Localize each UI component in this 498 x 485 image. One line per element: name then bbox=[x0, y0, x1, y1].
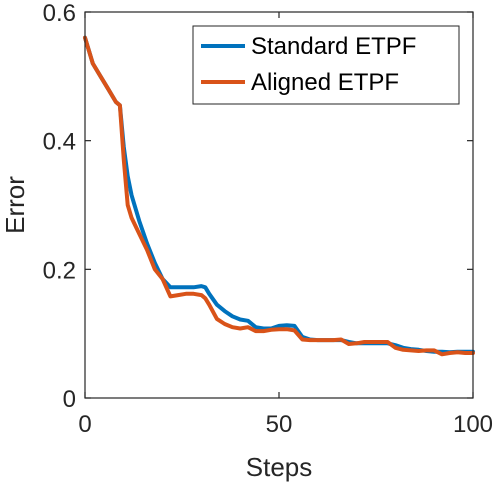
x-tick-label: 50 bbox=[266, 411, 293, 438]
x-axis-ticks: 0 50 100 bbox=[78, 12, 493, 438]
legend-box bbox=[192, 25, 460, 105]
plot-lines bbox=[83, 35, 475, 357]
y-tick-label: 0.6 bbox=[43, 0, 76, 27]
legend-label-aligned-etpf: Aligned ETPF bbox=[251, 69, 399, 96]
x-axis-title: Steps bbox=[246, 452, 313, 482]
series-line-aligned-etpf bbox=[83, 35, 475, 357]
legend-label-standard-etpf: Standard ETPF bbox=[251, 33, 416, 60]
y-tick-label: 0.2 bbox=[43, 257, 76, 284]
x-tick-label: 0 bbox=[78, 411, 91, 438]
x-tick-label: 100 bbox=[453, 411, 493, 438]
y-axis-title: Error bbox=[0, 176, 30, 234]
y-tick-label: 0 bbox=[63, 386, 76, 413]
legend: Standard ETPF Aligned ETPF bbox=[192, 25, 460, 105]
y-tick-label: 0.4 bbox=[43, 129, 76, 156]
y-axis-ticks: 0 0.2 0.4 0.6 bbox=[43, 0, 473, 413]
